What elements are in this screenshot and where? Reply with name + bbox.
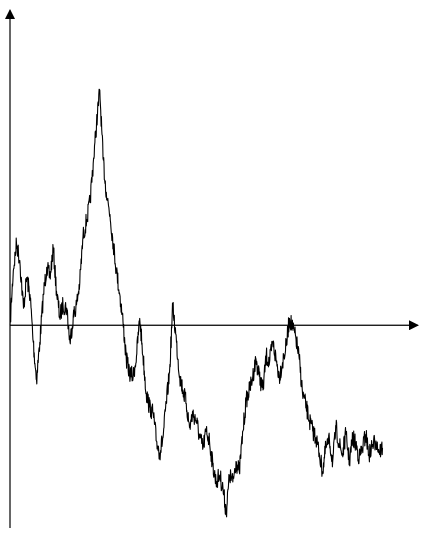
axes bbox=[4, 9, 419, 528]
series-layer bbox=[9, 88, 384, 518]
series-line-0 bbox=[9, 88, 384, 518]
